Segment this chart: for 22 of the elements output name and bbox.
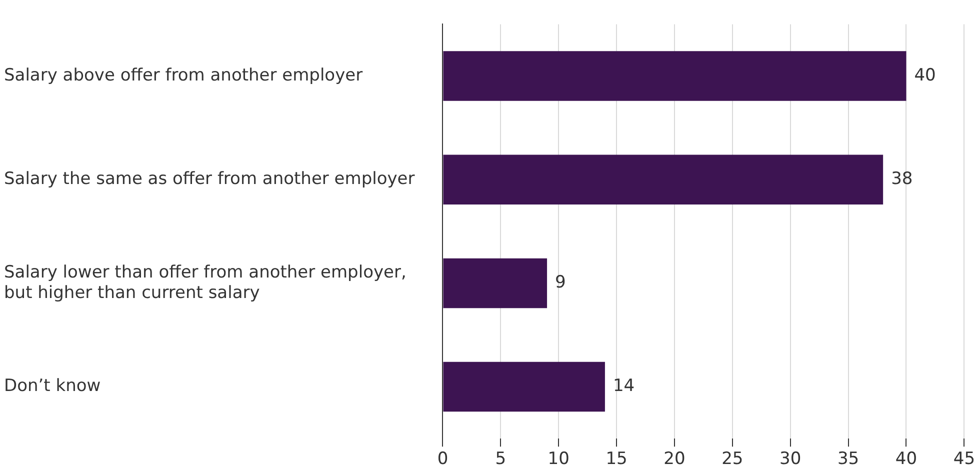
data-label: 14 [612, 376, 635, 396]
x-tick-label: 15 [606, 449, 628, 470]
y-tick-label: Salary above offer from another employer [4, 65, 363, 86]
x-tick-label: 30 [780, 449, 802, 470]
x-tick-label: 25 [722, 449, 744, 470]
x-tick-label: 35 [837, 449, 860, 470]
bar [443, 51, 906, 101]
x-tick-label: 40 [895, 449, 918, 470]
x-tick-label: 0 [437, 449, 448, 470]
data-label: 9 [555, 272, 566, 293]
x-tick-label: 20 [664, 449, 686, 470]
data-label: 40 [914, 65, 936, 86]
y-tick-label: Salary the same as offer from another employer [4, 169, 415, 190]
y-tick-label: Salary lower than offer from another employer, but higher than current salary [4, 262, 406, 303]
x-tick-label: 45 [953, 449, 976, 470]
bar [443, 258, 548, 308]
data-label: 38 [891, 169, 913, 190]
y-tick-label: Don’t know [4, 376, 101, 396]
bar [443, 362, 605, 412]
bar [443, 154, 884, 204]
x-tick-label: 5 [495, 449, 506, 470]
x-tick-label: 10 [548, 449, 570, 470]
